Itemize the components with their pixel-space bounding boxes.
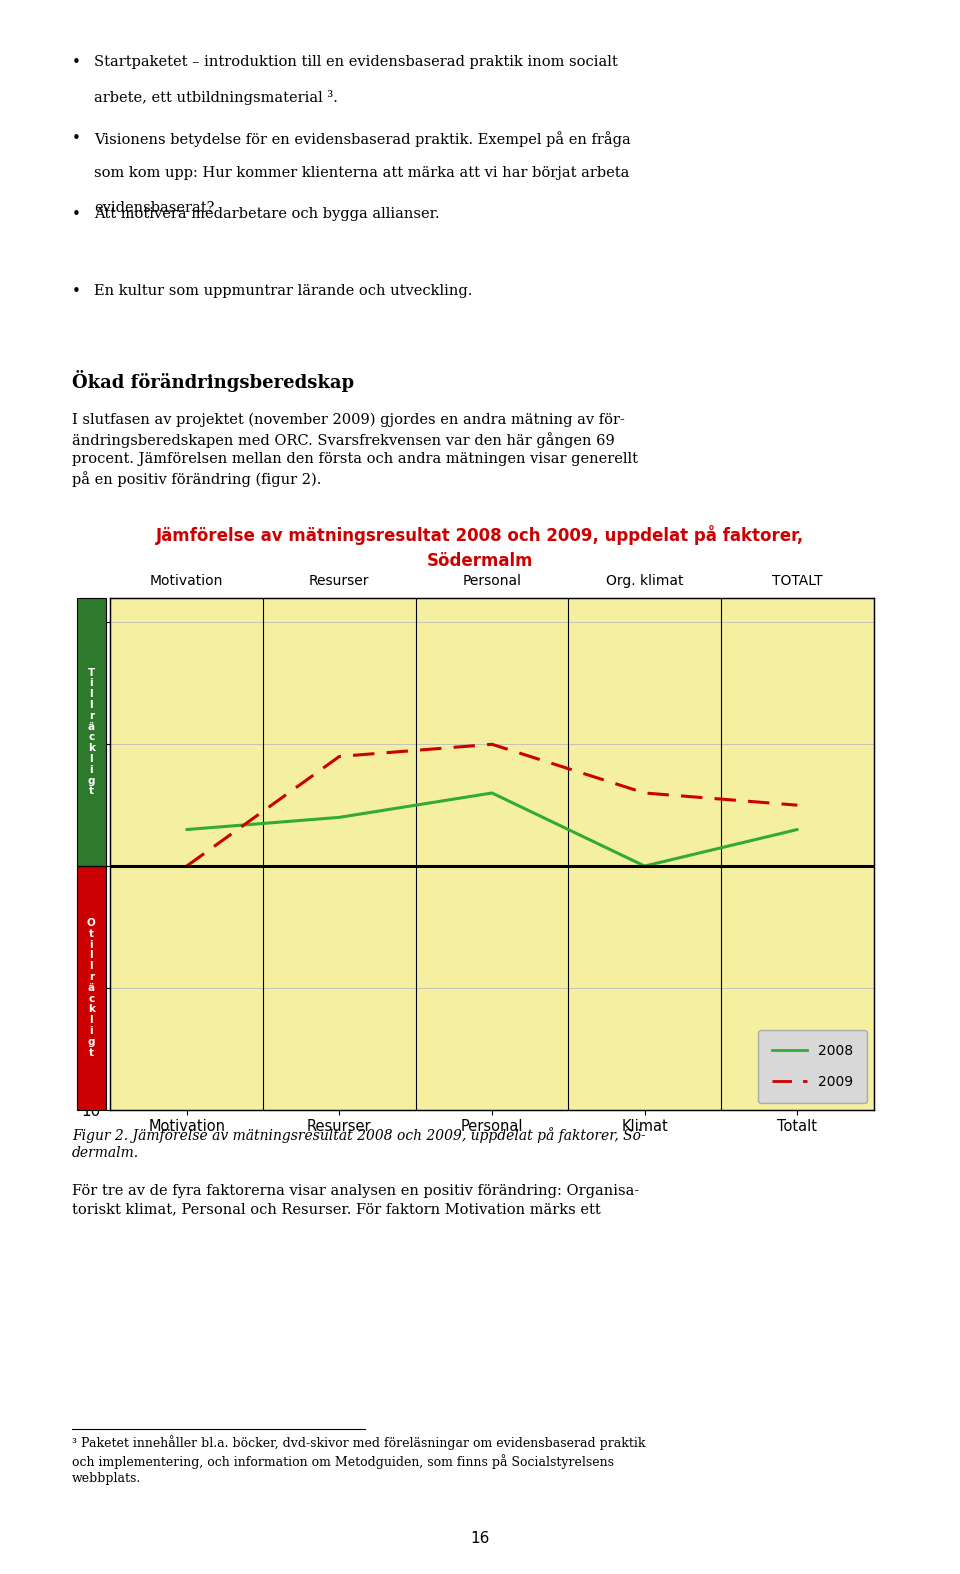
2008 <box>181 820 193 839</box>
2008 <box>487 784 498 803</box>
Text: arbete, ett utbildningsmaterial ³.: arbete, ett utbildningsmaterial ³. <box>94 90 338 105</box>
Text: Södermalm: Södermalm <box>427 552 533 570</box>
2009 <box>181 856 193 875</box>
Text: Startpaketet – introduktion till en evidensbaserad praktik inom socialt: Startpaketet – introduktion till en evid… <box>94 55 618 69</box>
Text: •: • <box>72 208 81 222</box>
Text: 16: 16 <box>470 1530 490 1546</box>
2009 <box>792 796 804 815</box>
2008 <box>639 856 651 875</box>
2008 <box>334 807 346 826</box>
Text: Att motivera medarbetare och bygga allianser.: Att motivera medarbetare och bygga allia… <box>94 208 440 222</box>
Text: O
t
i
l
l
r
ä
c
k
l
i
g
t: O t i l l r ä c k l i g t <box>86 918 96 1058</box>
Text: I slutfasen av projektet (november 2009) gjordes en andra mätning av för-
ändrin: I slutfasen av projektet (november 2009)… <box>72 412 638 488</box>
Text: Ökad förändringsberedskap: Ökad förändringsberedskap <box>72 370 354 392</box>
2009 <box>487 735 498 754</box>
Text: ³ Paketet innehåller bl.a. böcker, dvd-skivor med föreläsningar om evidensbasera: ³ Paketet innehåller bl.a. böcker, dvd-s… <box>72 1435 645 1484</box>
Text: •: • <box>72 55 81 71</box>
Text: För tre av de fyra faktorerna visar analysen en positiv förändring: Organisa-
to: För tre av de fyra faktorerna visar anal… <box>72 1184 639 1217</box>
Line: 2008: 2008 <box>187 793 798 866</box>
2009 <box>334 748 346 767</box>
Text: •: • <box>72 283 81 299</box>
Text: Jämförelse av mätningsresultat 2008 och 2009, uppdelat på faktorer,: Jämförelse av mätningsresultat 2008 och … <box>156 524 804 545</box>
Text: evidensbaserat?: evidensbaserat? <box>94 200 214 214</box>
2008 <box>792 820 804 839</box>
Text: som kom upp: Hur kommer klienterna att märka att vi har börjat arbeta: som kom upp: Hur kommer klienterna att m… <box>94 165 630 179</box>
2009 <box>639 784 651 803</box>
Line: 2009: 2009 <box>187 745 798 866</box>
Text: •: • <box>72 131 81 146</box>
Text: En kultur som uppmuntrar lärande och utveckling.: En kultur som uppmuntrar lärande och utv… <box>94 283 472 297</box>
Text: T
i
l
l
r
ä
c
k
l
i
g
t: T i l l r ä c k l i g t <box>87 667 95 796</box>
Legend: 2008, 2009: 2008, 2009 <box>757 1031 867 1103</box>
Text: Figur 2. Jämförelse av mätningsresultat 2008 och 2009, uppdelat på faktorer, Sö-: Figur 2. Jämförelse av mätningsresultat … <box>72 1127 646 1160</box>
Text: Visionens betydelse för en evidensbaserad praktik. Exempel på en fråga: Visionens betydelse för en evidensbasera… <box>94 131 631 146</box>
